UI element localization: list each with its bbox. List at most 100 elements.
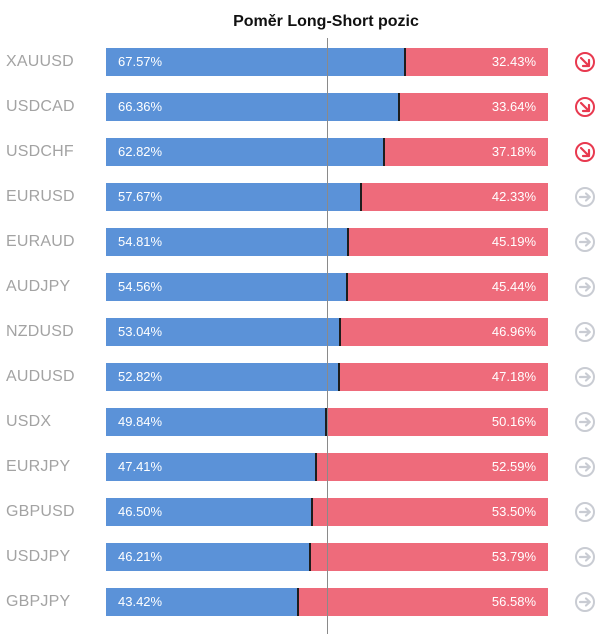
arrow-right-icon[interactable] bbox=[574, 231, 596, 253]
short-percent-label: 52.59% bbox=[491, 459, 536, 474]
pair-row[interactable]: EURUSD 57.67% 42.33% bbox=[0, 183, 612, 211]
long-bar-segment bbox=[106, 408, 326, 436]
short-percent-label: 37.18% bbox=[491, 144, 536, 159]
pair-symbol[interactable]: EURAUD bbox=[6, 233, 75, 250]
ratio-bar: 57.67% 42.33% bbox=[106, 183, 548, 211]
long-bar-segment bbox=[106, 48, 405, 76]
long-percent-label: 52.82% bbox=[118, 369, 163, 384]
long-short-divider bbox=[404, 48, 406, 76]
arrow-right-icon[interactable] bbox=[574, 186, 596, 208]
short-percent-label: 33.64% bbox=[491, 99, 536, 114]
short-percent-label: 46.96% bbox=[491, 324, 536, 339]
pair-symbol[interactable]: GBPJPY bbox=[6, 593, 71, 610]
short-bar-segment bbox=[405, 48, 548, 76]
short-percent-label: 47.18% bbox=[491, 369, 536, 384]
arrow-down-right-icon[interactable] bbox=[574, 141, 596, 163]
arrow-right-icon[interactable] bbox=[574, 591, 596, 613]
ratio-bar: 46.21% 53.79% bbox=[106, 543, 548, 571]
long-bar-segment bbox=[106, 183, 361, 211]
long-percent-label: 54.56% bbox=[118, 279, 163, 294]
long-short-divider bbox=[297, 588, 299, 616]
pair-row[interactable]: GBPJPY 43.42% 56.58% bbox=[0, 588, 612, 616]
arrow-down-right-icon[interactable] bbox=[574, 96, 596, 118]
ratio-bar: 52.82% 47.18% bbox=[106, 363, 548, 391]
pair-symbol[interactable]: EURJPY bbox=[6, 458, 71, 475]
long-short-divider bbox=[325, 408, 327, 436]
long-short-divider bbox=[311, 498, 313, 526]
short-bar-segment bbox=[361, 183, 548, 211]
short-bar-segment bbox=[399, 93, 548, 121]
pair-row[interactable]: NZDUSD 53.04% 46.96% bbox=[0, 318, 612, 346]
arrow-right-icon[interactable] bbox=[574, 501, 596, 523]
ratio-bar: 54.56% 45.44% bbox=[106, 273, 548, 301]
long-short-divider bbox=[339, 318, 341, 346]
long-percent-label: 54.81% bbox=[118, 234, 163, 249]
long-bar-segment bbox=[106, 363, 339, 391]
pair-row[interactable]: AUDJPY 54.56% 45.44% bbox=[0, 273, 612, 301]
pair-symbol[interactable]: USDCHF bbox=[6, 143, 74, 160]
pair-row[interactable]: AUDUSD 52.82% 47.18% bbox=[0, 363, 612, 391]
long-bar-segment bbox=[106, 498, 312, 526]
arrow-right-icon[interactable] bbox=[574, 456, 596, 478]
short-bar-segment bbox=[340, 318, 548, 346]
long-bar-segment bbox=[106, 318, 340, 346]
pair-row[interactable]: EURJPY 47.41% 52.59% bbox=[0, 453, 612, 481]
pair-symbol[interactable]: GBPUSD bbox=[6, 503, 75, 520]
long-short-divider bbox=[347, 228, 349, 256]
short-percent-label: 53.50% bbox=[491, 504, 536, 519]
arrow-right-icon[interactable] bbox=[574, 276, 596, 298]
long-bar-segment bbox=[106, 273, 347, 301]
short-percent-label: 56.58% bbox=[491, 594, 536, 609]
ratio-bar: 46.50% 53.50% bbox=[106, 498, 548, 526]
pair-row[interactable]: USDCHF 62.82% 37.18% bbox=[0, 138, 612, 166]
ratio-bar: 54.81% 45.19% bbox=[106, 228, 548, 256]
short-bar-segment bbox=[339, 363, 548, 391]
long-percent-label: 43.42% bbox=[118, 594, 163, 609]
arrow-down-right-icon[interactable] bbox=[574, 51, 596, 73]
short-bar-segment bbox=[298, 588, 548, 616]
long-short-divider bbox=[398, 93, 400, 121]
long-short-divider bbox=[338, 363, 340, 391]
pair-row[interactable]: USDX 49.84% 50.16% bbox=[0, 408, 612, 436]
short-bar-segment bbox=[348, 228, 548, 256]
long-bar-segment bbox=[106, 138, 384, 166]
long-percent-label: 49.84% bbox=[118, 414, 163, 429]
ratio-bar: 62.82% 37.18% bbox=[106, 138, 548, 166]
pair-symbol[interactable]: EURUSD bbox=[6, 188, 75, 205]
pair-symbol[interactable]: AUDUSD bbox=[6, 368, 75, 385]
short-bar-segment bbox=[312, 498, 548, 526]
arrow-right-icon[interactable] bbox=[574, 366, 596, 388]
short-percent-label: 32.43% bbox=[491, 54, 536, 69]
long-bar-segment bbox=[106, 228, 348, 256]
ratio-bar: 43.42% 56.58% bbox=[106, 588, 548, 616]
pair-symbol[interactable]: XAUUSD bbox=[6, 53, 74, 70]
pair-symbol[interactable]: NZDUSD bbox=[6, 323, 74, 340]
reference-line-50 bbox=[327, 38, 328, 634]
ratio-bar: 53.04% 46.96% bbox=[106, 318, 548, 346]
short-percent-label: 42.33% bbox=[491, 189, 536, 204]
long-percent-label: 57.67% bbox=[118, 189, 163, 204]
chart-title: Poměr Long-Short pozic bbox=[233, 13, 419, 30]
pair-row[interactable]: USDJPY 46.21% 53.79% bbox=[0, 543, 612, 571]
long-short-divider bbox=[309, 543, 311, 571]
pair-row[interactable]: USDCAD 66.36% 33.64% bbox=[0, 93, 612, 121]
long-bar-segment bbox=[106, 453, 316, 481]
short-bar-segment bbox=[326, 408, 548, 436]
pair-row[interactable]: EURAUD 54.81% 45.19% bbox=[0, 228, 612, 256]
pair-symbol[interactable]: USDCAD bbox=[6, 98, 75, 115]
pair-symbol[interactable]: USDX bbox=[6, 413, 52, 430]
long-short-divider bbox=[315, 453, 317, 481]
pair-symbol[interactable]: USDJPY bbox=[6, 548, 71, 565]
ratio-bar: 47.41% 52.59% bbox=[106, 453, 548, 481]
long-percent-label: 53.04% bbox=[118, 324, 163, 339]
pair-row[interactable]: GBPUSD 46.50% 53.50% bbox=[0, 498, 612, 526]
pair-row[interactable]: XAUUSD 67.57% 32.43% bbox=[0, 48, 612, 76]
arrow-right-icon[interactable] bbox=[574, 546, 596, 568]
short-bar-segment bbox=[347, 273, 548, 301]
arrow-right-icon[interactable] bbox=[574, 411, 596, 433]
long-short-divider bbox=[383, 138, 385, 166]
arrow-right-icon[interactable] bbox=[574, 321, 596, 343]
short-percent-label: 53.79% bbox=[491, 549, 536, 564]
long-percent-label: 47.41% bbox=[118, 459, 163, 474]
pair-symbol[interactable]: AUDJPY bbox=[6, 278, 71, 295]
